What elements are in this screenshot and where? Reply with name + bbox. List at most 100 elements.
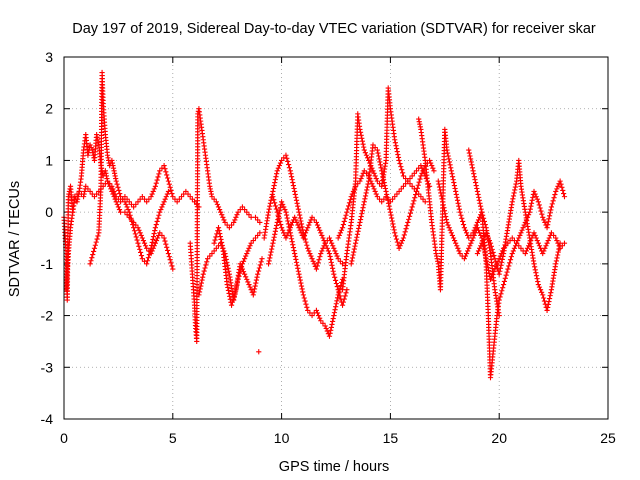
data-point <box>474 250 481 257</box>
data-point <box>528 203 534 209</box>
data-point <box>323 243 329 249</box>
data-point <box>513 181 519 187</box>
data-point <box>546 216 552 222</box>
data-point <box>297 274 303 280</box>
data-point <box>461 225 467 231</box>
data-point <box>516 235 522 241</box>
data-point <box>372 173 378 179</box>
data-point <box>331 271 337 277</box>
data-point <box>364 187 370 193</box>
data-point <box>511 190 517 196</box>
data-point <box>338 227 345 233</box>
data-point <box>357 178 363 184</box>
data-point <box>152 183 158 189</box>
data-point <box>535 199 541 205</box>
data-point <box>166 181 172 187</box>
data-point <box>155 174 161 180</box>
data-point <box>472 179 479 186</box>
data-point <box>501 278 508 285</box>
data-point <box>405 219 411 226</box>
data-point <box>167 257 173 263</box>
data-point <box>532 191 538 197</box>
data-point <box>379 168 385 174</box>
data-point <box>268 197 274 203</box>
data-point <box>289 239 295 245</box>
data-point <box>304 304 310 310</box>
data-point <box>426 157 433 164</box>
y-tick-label: -3 <box>41 359 54 375</box>
data-point <box>404 222 410 229</box>
data-point <box>269 246 275 252</box>
data-point <box>412 195 418 201</box>
data-point <box>324 245 330 251</box>
data-point <box>227 293 233 299</box>
data-point <box>148 194 154 200</box>
data-point <box>478 243 484 249</box>
data-point <box>256 349 262 355</box>
data-point <box>429 163 435 169</box>
data-point <box>150 188 156 195</box>
data-point <box>500 281 507 288</box>
data-point <box>257 219 263 226</box>
data-point <box>500 285 506 291</box>
data-point <box>541 217 547 223</box>
data-point <box>459 215 465 221</box>
data-point <box>87 142 93 148</box>
data-point <box>273 206 279 212</box>
data-point <box>478 206 484 212</box>
data-point <box>314 222 321 228</box>
data-point <box>446 156 452 162</box>
data-point <box>396 245 402 251</box>
data-point <box>556 246 562 252</box>
data-point <box>280 201 286 207</box>
data-point <box>358 213 364 220</box>
data-point <box>344 209 350 215</box>
data-point <box>474 225 481 231</box>
data-point <box>354 231 361 237</box>
data-point <box>370 168 376 174</box>
data-point <box>248 214 254 220</box>
data-point <box>392 140 398 146</box>
data-point <box>253 280 259 286</box>
data-point <box>400 235 407 241</box>
data-point <box>455 245 461 251</box>
data-point <box>296 271 302 277</box>
data-point <box>325 248 331 254</box>
data-point <box>376 156 382 162</box>
data-point <box>364 184 370 190</box>
data-point <box>293 197 300 203</box>
data-point <box>346 203 352 209</box>
data-point <box>243 274 249 280</box>
data-point <box>268 249 274 255</box>
data-point <box>498 291 504 297</box>
data-point <box>362 196 368 202</box>
data-point <box>329 262 335 268</box>
data-point <box>465 248 471 254</box>
data-point <box>313 307 320 313</box>
data-point <box>287 225 293 231</box>
data-point <box>286 227 292 233</box>
data-point <box>476 197 482 203</box>
data-point <box>89 255 95 261</box>
data-point <box>557 240 563 246</box>
data-point <box>398 240 404 246</box>
data-point <box>363 190 369 196</box>
data-point <box>131 228 138 234</box>
data-point <box>441 208 448 214</box>
data-point <box>370 183 376 189</box>
data-point <box>477 245 483 251</box>
data-point <box>303 239 309 245</box>
data-point <box>544 225 550 231</box>
data-point <box>276 215 282 221</box>
data-point <box>361 199 367 205</box>
data-point <box>448 168 454 174</box>
data-point <box>164 247 171 254</box>
data-point <box>300 292 306 298</box>
data-point <box>253 277 260 283</box>
data-point <box>154 218 160 225</box>
data-point <box>245 248 251 254</box>
data-point <box>441 205 447 211</box>
data-point <box>246 281 252 288</box>
data-point <box>463 230 470 236</box>
